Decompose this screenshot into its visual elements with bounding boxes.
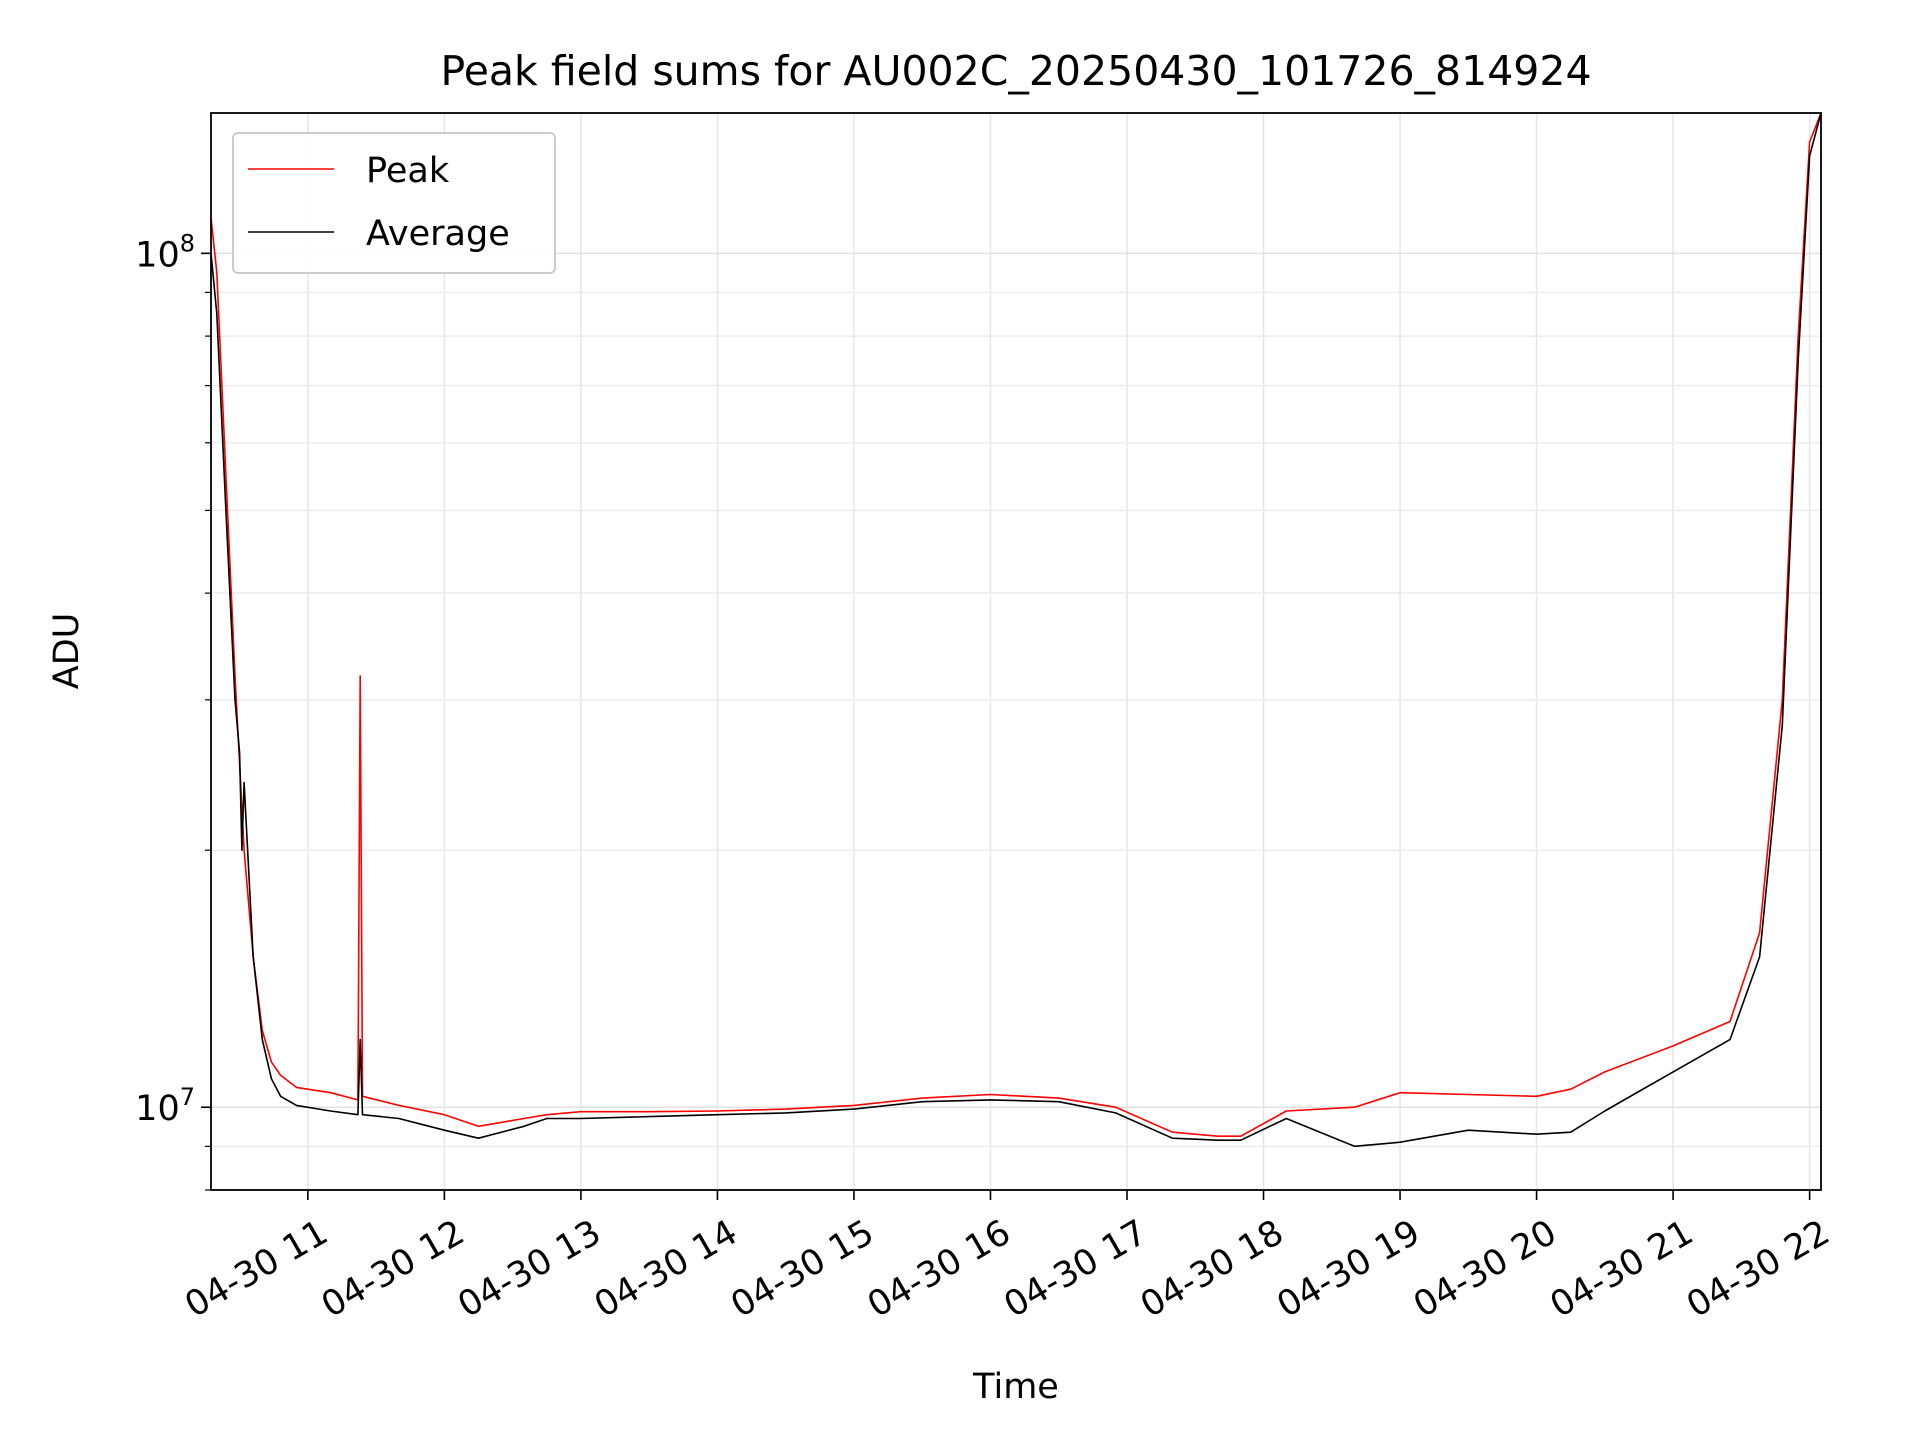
grid — [211, 113, 1821, 1191]
legend-label-average: Average — [366, 214, 510, 254]
plot-frame — [210, 112, 1822, 1191]
legend-box — [232, 132, 556, 274]
x-axis-label: Time — [972, 1367, 1059, 1407]
chart-title: Peak field sums for AU002C_20250430_1017… — [440, 47, 1591, 95]
series-line-average — [210, 112, 1822, 1148]
y-tick-label: 108 — [135, 229, 195, 275]
legend: Peak Average — [232, 132, 556, 274]
series-layer — [210, 112, 1822, 1148]
legend-label-peak: Peak — [366, 151, 450, 191]
series-line-peak — [210, 112, 1822, 1137]
y-axis-label: ADU — [47, 613, 87, 690]
y-tick-label: 107 — [135, 1083, 195, 1129]
